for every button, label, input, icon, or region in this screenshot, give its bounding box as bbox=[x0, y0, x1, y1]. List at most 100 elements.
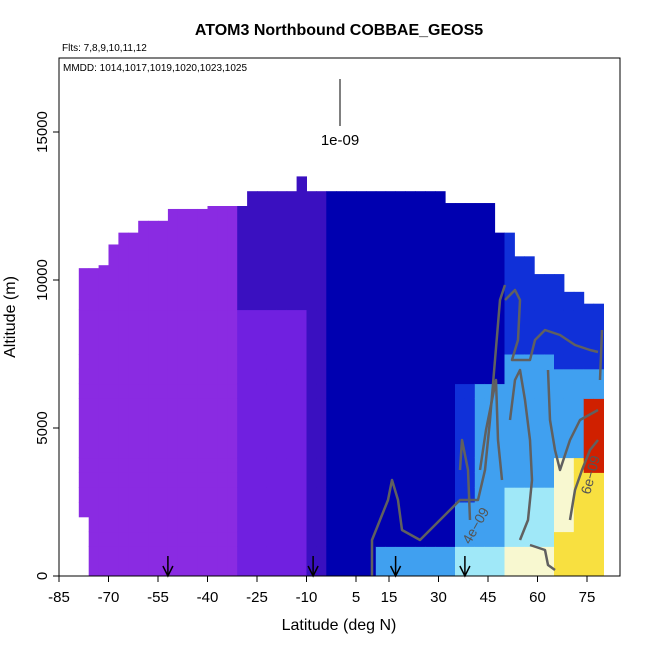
heatmap-cell bbox=[237, 368, 248, 385]
heatmap-cell bbox=[435, 502, 446, 533]
heatmap-cell bbox=[375, 487, 387, 503]
heatmap-cell bbox=[187, 502, 199, 533]
heatmap-cell bbox=[187, 309, 199, 355]
heatmap-cell bbox=[395, 398, 406, 459]
heatmap-cell bbox=[356, 457, 367, 473]
heatmap-cell bbox=[227, 206, 238, 311]
heatmap-cell bbox=[128, 531, 139, 547]
heatmap-cell bbox=[494, 546, 505, 577]
heatmap-cell bbox=[148, 531, 159, 547]
heatmap-cell bbox=[356, 368, 367, 385]
heatmap-cell bbox=[187, 208, 199, 311]
x-tick-label: -10 bbox=[296, 589, 318, 606]
heatmap-cell bbox=[247, 487, 258, 503]
heatmap-cell bbox=[108, 244, 119, 311]
heatmap-cell bbox=[296, 531, 307, 547]
heatmap-cell bbox=[365, 354, 377, 370]
heatmap-cell bbox=[306, 309, 317, 355]
heatmap-cell bbox=[593, 309, 604, 355]
heatmap-cell bbox=[455, 502, 466, 533]
heatmap-cell bbox=[296, 546, 307, 577]
contour-line bbox=[598, 329, 604, 381]
heatmap-cell bbox=[286, 354, 298, 370]
heatmap-cell bbox=[207, 309, 218, 355]
heatmap-cell bbox=[326, 368, 337, 385]
heatmap-cell bbox=[187, 457, 199, 473]
heatmap-cell bbox=[484, 502, 496, 533]
heatmap-cell bbox=[197, 472, 208, 488]
heatmap-cell bbox=[177, 546, 189, 577]
heatmap-cell bbox=[464, 203, 476, 311]
heatmap-cell bbox=[197, 546, 208, 577]
heatmap-cell bbox=[187, 487, 199, 503]
heatmap-cell bbox=[167, 383, 179, 399]
heatmap-cell bbox=[286, 487, 298, 503]
heatmap-cell bbox=[148, 502, 159, 533]
heatmap-cell bbox=[415, 383, 426, 399]
heatmap-cell bbox=[316, 487, 327, 503]
contour-line bbox=[478, 378, 504, 481]
heatmap-cell bbox=[78, 502, 90, 518]
heatmap-cell bbox=[88, 383, 100, 399]
heatmap-cell bbox=[148, 368, 159, 385]
heatmap-cell bbox=[504, 232, 515, 311]
heatmap-cell bbox=[405, 472, 416, 488]
heatmap-cell bbox=[435, 398, 446, 459]
heatmap-cell bbox=[455, 383, 466, 399]
heatmap-cell bbox=[445, 398, 456, 459]
heatmap-cell bbox=[237, 502, 248, 533]
heatmap-cell bbox=[326, 383, 337, 399]
heatmap-cell bbox=[425, 487, 436, 503]
heatmap-cell bbox=[544, 472, 555, 488]
heatmap-cell bbox=[405, 354, 416, 370]
heatmap-cell bbox=[435, 487, 446, 503]
heatmap-cell bbox=[494, 354, 505, 370]
heatmap-cell bbox=[375, 546, 387, 577]
heatmap-cell bbox=[356, 487, 367, 503]
heatmap-cell bbox=[336, 398, 347, 459]
heatmap-cell bbox=[365, 368, 377, 385]
heatmap-cell bbox=[306, 368, 317, 385]
heatmap-cell bbox=[316, 309, 327, 355]
heatmap-cell bbox=[227, 502, 238, 533]
heatmap-cell bbox=[118, 368, 129, 385]
heatmap-cell bbox=[474, 398, 486, 459]
heatmap-cell bbox=[187, 546, 199, 577]
heatmap-cell bbox=[88, 487, 100, 503]
dates-subtitle: MMDD: 1014,1017,1019,1020,1023,1025 bbox=[63, 63, 247, 74]
heatmap-cell bbox=[276, 354, 288, 370]
heatmap-cell bbox=[554, 274, 565, 311]
heatmap-cell bbox=[138, 383, 149, 399]
heatmap-cell bbox=[217, 368, 228, 385]
heatmap-cell bbox=[544, 502, 555, 533]
heatmap-cell bbox=[306, 354, 317, 370]
heatmap-cell bbox=[563, 309, 575, 355]
heatmap-cell bbox=[356, 531, 367, 547]
heatmap-cell bbox=[504, 398, 515, 459]
heatmap-cell bbox=[534, 354, 545, 370]
heatmap-cell bbox=[286, 531, 298, 547]
contour-line bbox=[568, 439, 599, 521]
heatmap-cell bbox=[306, 457, 317, 473]
heatmap-cell bbox=[494, 502, 505, 533]
heatmap-cell bbox=[405, 487, 416, 503]
heatmap-cell bbox=[464, 472, 476, 488]
heatmap-cell bbox=[415, 368, 426, 385]
heatmap-cell bbox=[405, 457, 416, 473]
heatmap-cell bbox=[504, 354, 515, 370]
heatmap-cell bbox=[167, 487, 179, 503]
heatmap-cell bbox=[286, 457, 298, 473]
heatmap-cell bbox=[78, 457, 90, 473]
heatmap-cell bbox=[365, 472, 377, 488]
heatmap-cell bbox=[494, 487, 505, 503]
heatmap-cell bbox=[138, 457, 149, 473]
heatmap-cell bbox=[583, 354, 595, 370]
heatmap-cell bbox=[326, 546, 337, 577]
heatmap-cell bbox=[405, 191, 416, 311]
heatmap-cell bbox=[138, 220, 149, 311]
heatmap-cell bbox=[563, 291, 575, 311]
heatmap-cell bbox=[346, 531, 357, 547]
heatmap-cell bbox=[118, 309, 129, 355]
heatmap-cell bbox=[464, 368, 476, 385]
heatmap-cell bbox=[237, 206, 248, 311]
